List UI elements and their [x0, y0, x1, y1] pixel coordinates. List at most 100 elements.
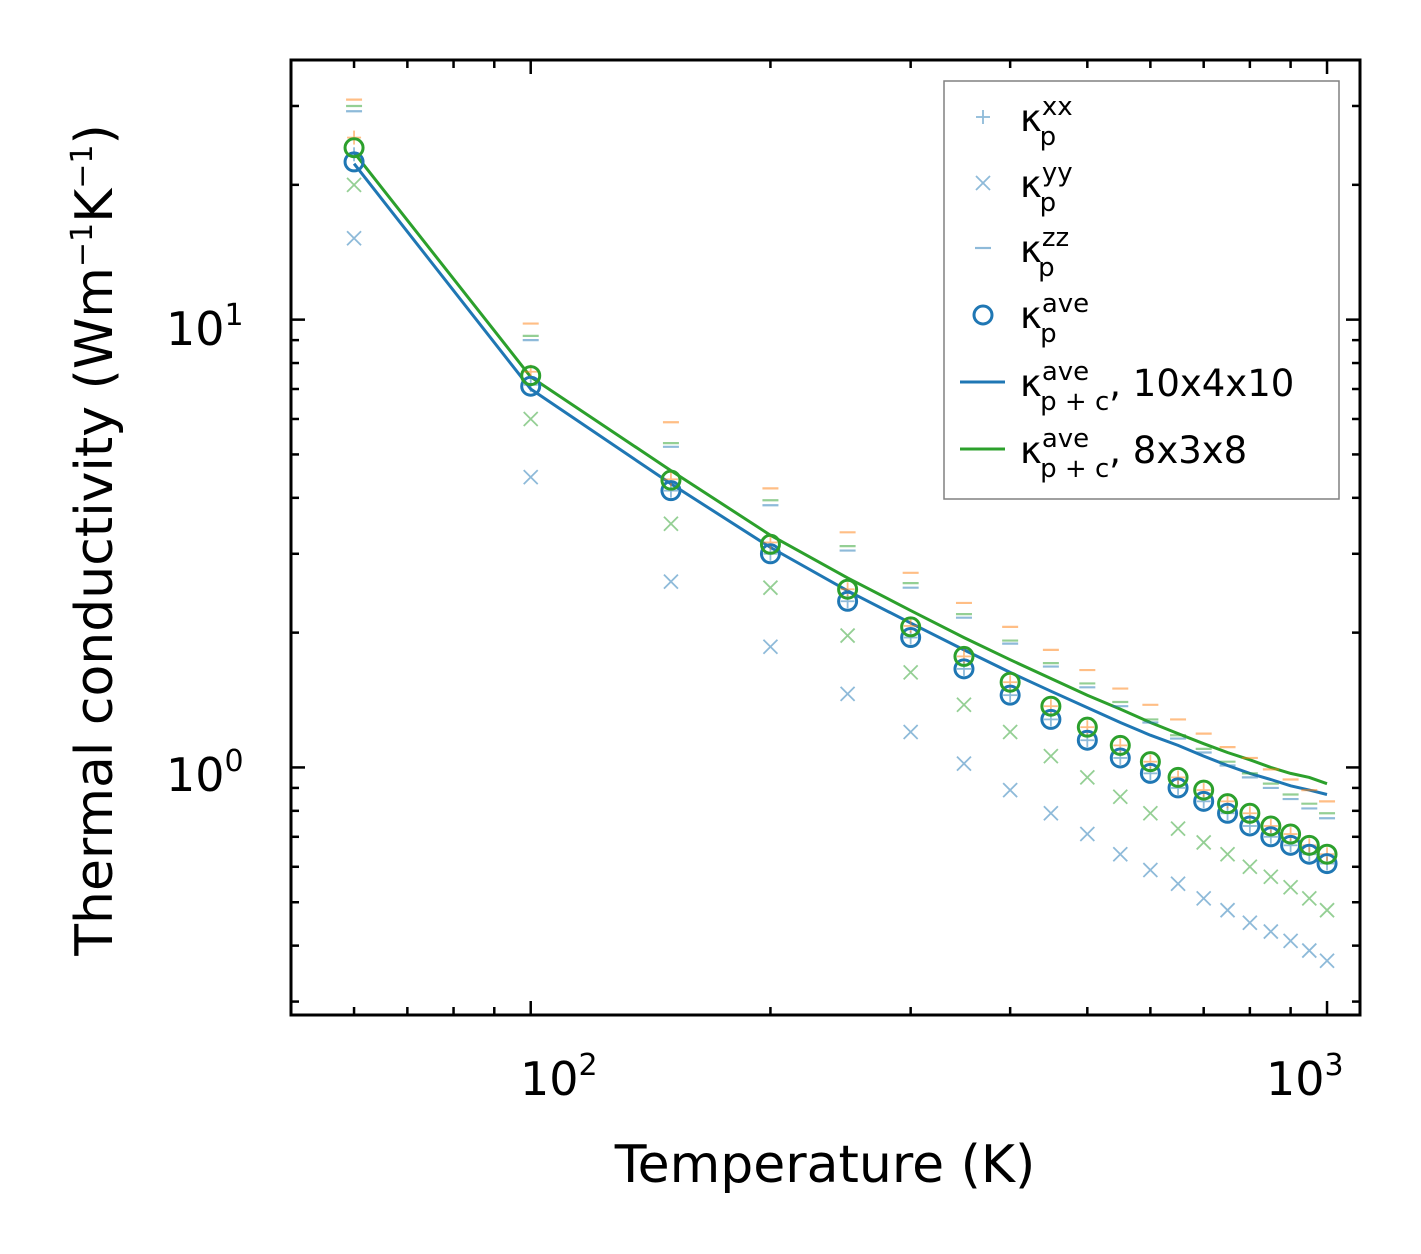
series-kyy-10x4x10-point-900: [1282, 933, 1299, 949]
series-kyy-8x3x8-point-600: [1142, 805, 1159, 821]
series-kave-8x3x8-point-450: [1040, 695, 1062, 717]
legend-label-kzz: κzz p: [1020, 223, 1069, 283]
major-ticks: [291, 60, 1360, 1015]
series-kyy-10x4x10-point-450: [1043, 805, 1059, 821]
series-kyy-8x3x8-point-650: [1170, 821, 1186, 837]
series-kyy-8x3x8: [346, 177, 1335, 918]
series-kyy-10x4x10-point-350: [956, 755, 972, 772]
series-kave-8x3x8-point-400: [999, 671, 1021, 693]
x-tick-label-1000: 103: [1266, 1048, 1344, 1106]
series-kave-8x3x8-point-60: [343, 137, 365, 159]
series-kave-8x3x8-point-200: [759, 533, 781, 555]
series-kyy-10x4x10-point-250: [839, 686, 856, 702]
x-tick-label-100: 102: [520, 1048, 598, 1106]
legend: κxx p κyy p κzz p κave p κave p + c, 10x4x10 …: [943, 80, 1340, 500]
series-kave-10x4x10-point-600: [1139, 762, 1161, 784]
series-kave-10x4x10: [343, 151, 1338, 875]
legend-label-kave: κave p: [1020, 289, 1089, 349]
series-kyy-10x4x10-point-300: [903, 724, 919, 740]
series-kave-8x3x8-point-500: [1076, 716, 1098, 738]
series-kave-10x4x10-point-200: [759, 543, 781, 565]
series-kave-10x4x10-point-100: [520, 375, 542, 397]
series-kyy-10x4x10: [346, 230, 1335, 969]
series-kxx-8x3x8-point-300: [903, 618, 918, 633]
series-kyy-8x3x8-point-850: [1263, 869, 1279, 885]
series-kxx-8x3x8-point-900: [1283, 827, 1298, 842]
series-kave-8x3x8: [343, 137, 1338, 865]
series-kyy-8x3x8-point-800: [1242, 859, 1258, 875]
series-kave-8x3x8-point-900: [1280, 823, 1302, 845]
series-kyy-8x3x8-point-250: [839, 627, 856, 644]
series-kave-10x4x10-point-150: [660, 480, 682, 502]
series-kave-p-c-8x3x8-line: [352, 151, 1328, 786]
series-kave-8x3x8-point-300: [900, 616, 922, 638]
legend-label-kxx: κxx p: [1020, 92, 1073, 152]
series-kyy-8x3x8-point-700: [1196, 834, 1212, 851]
series-kxx-8x3x8-point-700: [1196, 783, 1211, 798]
series-kyy-10x4x10-point-550: [1112, 846, 1128, 862]
series-kave-10x4x10-point-800: [1239, 815, 1261, 837]
y-axis-label: Thermal conductivity (Wm−1K−1): [65, 124, 125, 957]
series-kave-10x4x10-point-850: [1260, 826, 1282, 848]
series-kave-10x4x10-point-450: [1040, 708, 1062, 730]
series-kyy-8x3x8-point-550: [1112, 789, 1128, 805]
series-kxx-10x4x10-point-250: [840, 594, 855, 609]
y-tick-label-10: 101: [166, 298, 244, 356]
series-kyy-8x3x8-point-900: [1282, 879, 1299, 895]
legend-label-kyy: κyy p: [1020, 158, 1073, 218]
series-kave-8x3x8-point-150: [660, 469, 682, 491]
series-kxx-8x3x8-point-200: [763, 535, 778, 550]
series-kave-8x3x8-point-850: [1260, 815, 1282, 837]
series-kyy-10x4x10-point-500: [1079, 826, 1095, 842]
series-kyy-10x4x10-point-100: [523, 469, 539, 485]
series-kyy-10x4x10-point-700: [1196, 890, 1212, 907]
series-kave-10x4x10-point-250: [837, 590, 859, 612]
series-kyy-8x3x8-point-1000: [1319, 902, 1335, 918]
legend-marker-0: [976, 110, 990, 124]
plot-frame: [289, 58, 1362, 1017]
series-kyy-10x4x10-point-200: [762, 639, 779, 655]
series-kyy-10x4x10-point-650: [1170, 876, 1186, 892]
series-kyy-10x4x10-point-950: [1301, 942, 1317, 959]
series-kave-8x3x8-point-750: [1217, 793, 1239, 815]
series-kzz-10x4x10-b: [346, 104, 1336, 815]
series-kxx-8x3x8-point-650: [1171, 770, 1186, 785]
series-kave-8x3x8-point-1000: [1316, 843, 1338, 865]
series-kave-10x4x10-point-1000: [1316, 853, 1338, 875]
series-kyy-10x4x10-point-750: [1219, 902, 1236, 918]
series-kave-10x4x10-point-550: [1109, 747, 1131, 769]
series-kave-8x3x8-point-650: [1167, 766, 1189, 788]
series-kxx-8x3x8-point-600: [1143, 754, 1158, 769]
series-kyy-8x3x8-point-300: [903, 664, 919, 681]
series-kave-8x3x8-point-100: [520, 365, 542, 387]
series-kyy-8x3x8-point-100: [523, 411, 539, 427]
series-kave-8x3x8-point-350: [953, 645, 975, 667]
series-kyy-8x3x8-point-350: [956, 697, 972, 713]
series-kave-10x4x10-point-700: [1193, 790, 1215, 812]
series-kave-8x3x8-point-950: [1298, 834, 1320, 856]
series-kave-10x4x10-point-750: [1217, 802, 1239, 824]
series-kzz-8x3x8: [346, 98, 1336, 803]
series-kave-8x3x8-point-800: [1239, 802, 1261, 824]
series-kxx-8x3x8-point-750: [1220, 794, 1235, 809]
series-kxx-8x3x8-point-150: [663, 472, 678, 487]
series-kyy-10x4x10-point-850: [1263, 923, 1279, 940]
series-kyy-10x4x10-point-150: [663, 573, 679, 590]
series-kyy-10x4x10-point-600: [1142, 862, 1159, 878]
series-kave-p-c-10x4x10-line: [352, 162, 1328, 796]
series-kyy-8x3x8-point-950: [1301, 890, 1317, 907]
series-kyy-10x4x10-point-800: [1242, 915, 1258, 931]
legend-box: [943, 80, 1340, 500]
legend-marker-3: [972, 304, 994, 326]
series-kyy-8x3x8-point-750: [1219, 846, 1236, 862]
series-kave-10x4x10-point-60: [343, 151, 365, 173]
series-kave-8x3x8-point-600: [1139, 751, 1161, 773]
series-kyy-10x4x10-point-60: [346, 230, 362, 246]
series-kave-10x4x10-point-500: [1076, 729, 1098, 751]
series-kxx-10x4x10-point-600: [1143, 766, 1158, 781]
series-kyy-8x3x8-point-400: [1002, 724, 1018, 740]
series-kxx-8x3x8-point-250: [840, 582, 855, 597]
series-kyy-10x4x10-point-400: [1002, 782, 1018, 798]
series-kyy-10x4x10-point-1000: [1319, 953, 1335, 969]
